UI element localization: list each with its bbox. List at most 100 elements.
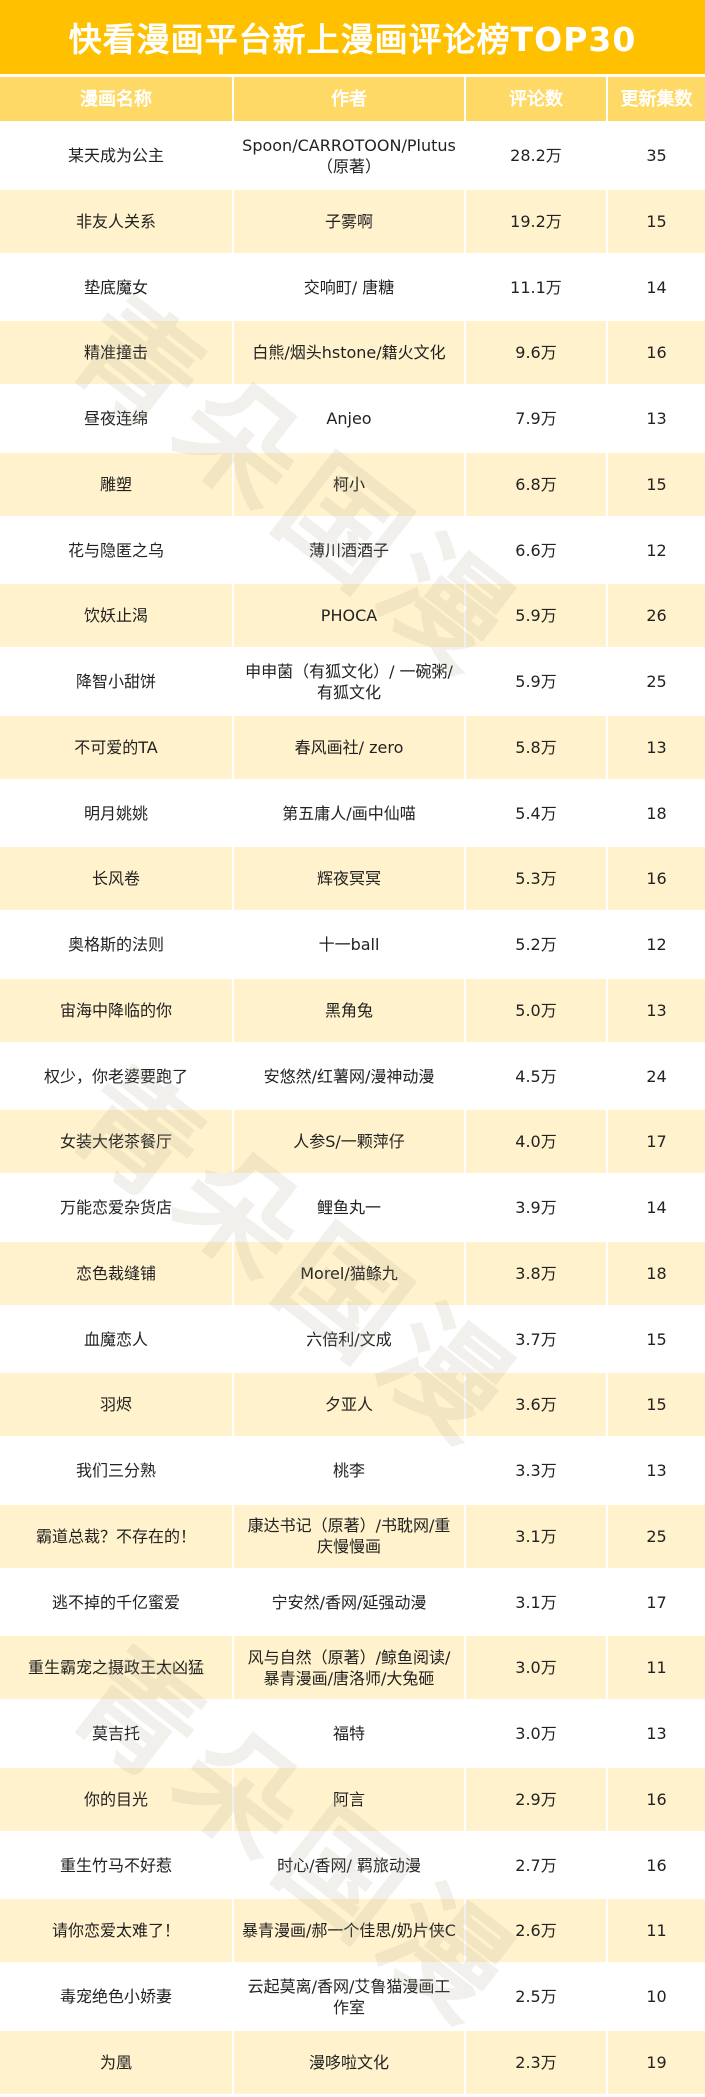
cell-episodes: 15 <box>608 1307 705 1371</box>
cell-author: Morel/猫鲦九 <box>234 1241 464 1305</box>
cell-title: 饮妖止渴 <box>0 584 232 648</box>
cell-author: 暴青漫画/郝一个佳思/奶片侠C <box>234 1899 464 1963</box>
table-row: 明月姚姚 第五庸人/画中仙喵 5.4万 18 <box>0 781 705 848</box>
cell-episodes: 13 <box>608 1702 705 1765</box>
cell-comments: 3.9万 <box>466 1176 606 1239</box>
cell-comments: 5.9万 <box>466 584 606 648</box>
cell-author: 云起莫离/香网/艾鲁猫漫画工作室 <box>234 1965 464 2028</box>
table-row: 羽烬 夕亚人 3.6万 15 <box>0 1373 705 1439</box>
cell-comments: 2.5万 <box>466 1965 606 2028</box>
table-row: 你的目光 阿言 2.9万 16 <box>0 1767 705 1834</box>
cell-title: 莫吉托 <box>0 1702 232 1765</box>
table-row: 莫吉托 福特 3.0万 13 <box>0 1702 705 1768</box>
cell-author: 子雾啊 <box>234 189 464 253</box>
cell-episodes: 13 <box>608 387 705 450</box>
cell-comments: 4.0万 <box>466 1110 606 1174</box>
cell-author: 康达书记（原著）/书耽网/重庆慢慢画 <box>234 1504 464 1568</box>
cell-author: 薄川酒酒子 <box>234 518 464 582</box>
cell-comments: 11.1万 <box>466 255 606 319</box>
table-row: 重生竹马不好惹 时心/香网/ 羁旅动漫 2.7万 16 <box>0 1833 705 1900</box>
cell-title: 为凰 <box>0 2030 232 2094</box>
cell-title: 请你恋爱太难了！ <box>0 1899 232 1963</box>
cell-comments: 6.6万 <box>466 518 606 582</box>
cell-comments: 28.2万 <box>466 124 606 187</box>
table-row: 垫底魔女 交响町/ 唐糖 11.1万 14 <box>0 255 705 322</box>
cell-episodes: 15 <box>608 452 705 516</box>
cell-title: 精准撞击 <box>0 321 232 385</box>
cell-title: 昼夜连绵 <box>0 387 232 450</box>
cell-episodes: 24 <box>608 1044 705 1108</box>
cell-title: 恋色裁缝铺 <box>0 1241 232 1305</box>
cell-author: 申申菌（有狐文化）/ 一碗粥/有狐文化 <box>234 650 464 713</box>
cell-title: 长风卷 <box>0 847 232 911</box>
cell-episodes: 13 <box>608 978 705 1042</box>
table-row: 宙海中降临的你 黑角兔 5.0万 13 <box>0 978 705 1045</box>
cell-comments: 5.4万 <box>466 781 606 845</box>
column-header-episodes: 更新集数 <box>608 77 705 121</box>
cell-title: 某天成为公主 <box>0 124 232 187</box>
cell-comments: 3.3万 <box>466 1439 606 1502</box>
cell-author: 六倍利/文成 <box>234 1307 464 1371</box>
table-row: 霸道总裁？不存在的！ 康达书记（原著）/书耽网/重庆慢慢画 3.1万 25 <box>0 1504 705 1571</box>
table-row: 请你恋爱太难了！ 暴青漫画/郝一个佳思/奶片侠C 2.6万 11 <box>0 1899 705 1965</box>
cell-episodes: 17 <box>608 1110 705 1174</box>
cell-author: Spoon/CARROTOON/Plutus（原著） <box>234 124 464 187</box>
table-row: 血魔恋人 六倍利/文成 3.7万 15 <box>0 1307 705 1374</box>
cell-author: PHOCA <box>234 584 464 648</box>
cell-author: 漫哆啦文化 <box>234 2030 464 2094</box>
cell-episodes: 11 <box>608 1899 705 1963</box>
cell-comments: 3.1万 <box>466 1570 606 1634</box>
cell-title: 血魔恋人 <box>0 1307 232 1371</box>
cell-comments: 4.5万 <box>466 1044 606 1108</box>
table-row: 不可爱的TA 春风画社/ zero 5.8万 13 <box>0 715 705 782</box>
cell-episodes: 18 <box>608 1241 705 1305</box>
cell-episodes: 17 <box>608 1570 705 1634</box>
cell-title: 我们三分熟 <box>0 1439 232 1502</box>
cell-comments: 9.6万 <box>466 321 606 385</box>
cell-title: 重生竹马不好惹 <box>0 1833 232 1897</box>
cell-title: 降智小甜饼 <box>0 650 232 713</box>
table-row: 权少，你老婆要跑了 安悠然/红薯网/漫神动漫 4.5万 24 <box>0 1044 705 1111</box>
cell-comments: 2.7万 <box>466 1833 606 1897</box>
cell-episodes: 18 <box>608 781 705 845</box>
cell-episodes: 13 <box>608 1439 705 1502</box>
table-row: 非友人关系 子雾啊 19.2万 15 <box>0 189 705 256</box>
cell-episodes: 25 <box>608 1504 705 1568</box>
cell-episodes: 15 <box>608 1373 705 1437</box>
table-row: 毒宠绝色小娇妻 云起莫离/香网/艾鲁猫漫画工作室 2.5万 10 <box>0 1965 705 2031</box>
cell-title: 不可爱的TA <box>0 715 232 779</box>
cell-comments: 5.9万 <box>466 650 606 713</box>
cell-title: 垫底魔女 <box>0 255 232 319</box>
cell-comments: 3.1万 <box>466 1504 606 1568</box>
cell-episodes: 19 <box>608 2030 705 2094</box>
cell-comments: 7.9万 <box>466 387 606 450</box>
cell-author: 风与自然（原著）/鲸鱼阅读/暴青漫画/唐洛师/大兔砸 <box>234 1636 464 1700</box>
table-row: 雕塑 柯小 6.8万 15 <box>0 452 705 519</box>
cell-comments: 3.6万 <box>466 1373 606 1437</box>
table-row: 饮妖止渴 PHOCA 5.9万 26 <box>0 584 705 650</box>
cell-comments: 19.2万 <box>466 189 606 253</box>
cell-episodes: 10 <box>608 1965 705 2028</box>
cell-episodes: 16 <box>608 1833 705 1897</box>
ranking-table: 漫画名称 作者 评论数 更新集数 某天成为公主 Spoon/CARROTOON/P… <box>0 77 705 2097</box>
cell-title: 重生霸宠之摄政王太凶猛 <box>0 1636 232 1700</box>
page-title: 快看漫画平台新上漫画评论榜TOP30 <box>0 0 705 74</box>
cell-title: 你的目光 <box>0 1767 232 1831</box>
cell-episodes: 14 <box>608 255 705 319</box>
cell-author: 福特 <box>234 1702 464 1765</box>
cell-episodes: 16 <box>608 1767 705 1831</box>
table-row: 逃不掉的千亿蜜爱 宁安然/香网/延强动漫 3.1万 17 <box>0 1570 705 1637</box>
table-row: 万能恋爱杂货店 鲤鱼丸一 3.9万 14 <box>0 1176 705 1242</box>
cell-author: 鲤鱼丸一 <box>234 1176 464 1239</box>
cell-author: 白熊/烟头hstone/籍火文化 <box>234 321 464 385</box>
table-body: 某天成为公主 Spoon/CARROTOON/Plutus（原著） 28.2万 35 非… <box>0 124 705 2097</box>
cell-title: 霸道总裁？不存在的！ <box>0 1504 232 1568</box>
cell-author: 春风画社/ zero <box>234 715 464 779</box>
cell-comments: 3.7万 <box>466 1307 606 1371</box>
cell-title: 女装大佬茶餐厅 <box>0 1110 232 1174</box>
cell-author: 交响町/ 唐糖 <box>234 255 464 319</box>
cell-episodes: 13 <box>608 715 705 779</box>
cell-comments: 5.0万 <box>466 978 606 1042</box>
cell-title: 雕塑 <box>0 452 232 516</box>
cell-comments: 6.8万 <box>466 452 606 516</box>
